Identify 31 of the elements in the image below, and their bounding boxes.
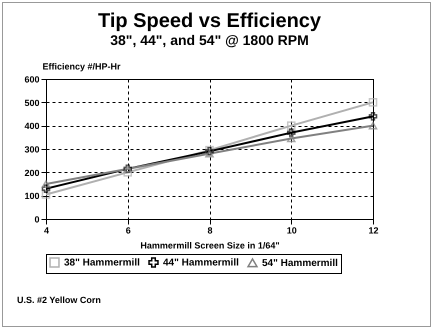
point (42, 190, 50, 199)
point (123, 168, 132, 177)
x-tick-label: 10 (286, 226, 297, 236)
point (42, 184, 50, 193)
point (286, 128, 296, 137)
y-tick-label: 0 (34, 214, 40, 224)
x-axis-title: Hammermill Screen Size in 1/64" (140, 240, 280, 250)
y-tick-label: 600 (24, 74, 40, 84)
text: U.S. #2 Yellow Corn (17, 295, 101, 305)
legend-label: 44" Hammermill (163, 258, 240, 269)
y-tick-label: 500 (24, 98, 40, 108)
point (286, 121, 296, 130)
x-tick-label: 12 (368, 226, 379, 236)
y-tick-label: 200 (24, 168, 40, 178)
point (368, 98, 378, 107)
y-axis-title: Efficiency #/HP-Hr (42, 62, 122, 72)
point (205, 150, 214, 158)
x-tick-label: 6 (126, 226, 131, 236)
chart-title: Tip Speed vs Efficiency (98, 10, 322, 32)
legend-label: 54" Hammermill (262, 258, 338, 269)
chart-subtitle: 38", 44", and 54" @ 1800 RPM (110, 32, 309, 48)
y-tick-label: 300 (24, 144, 40, 154)
x-tick-label: 8 (207, 226, 213, 236)
x-tick-label: 4 (44, 226, 50, 236)
point (286, 134, 296, 142)
y-tick-label: 400 (24, 121, 40, 132)
point (368, 112, 378, 121)
point (368, 122, 378, 130)
y-tick-label: 100 (24, 191, 40, 202)
legend-label: 38" Hammermill (64, 258, 140, 269)
point (42, 180, 50, 188)
